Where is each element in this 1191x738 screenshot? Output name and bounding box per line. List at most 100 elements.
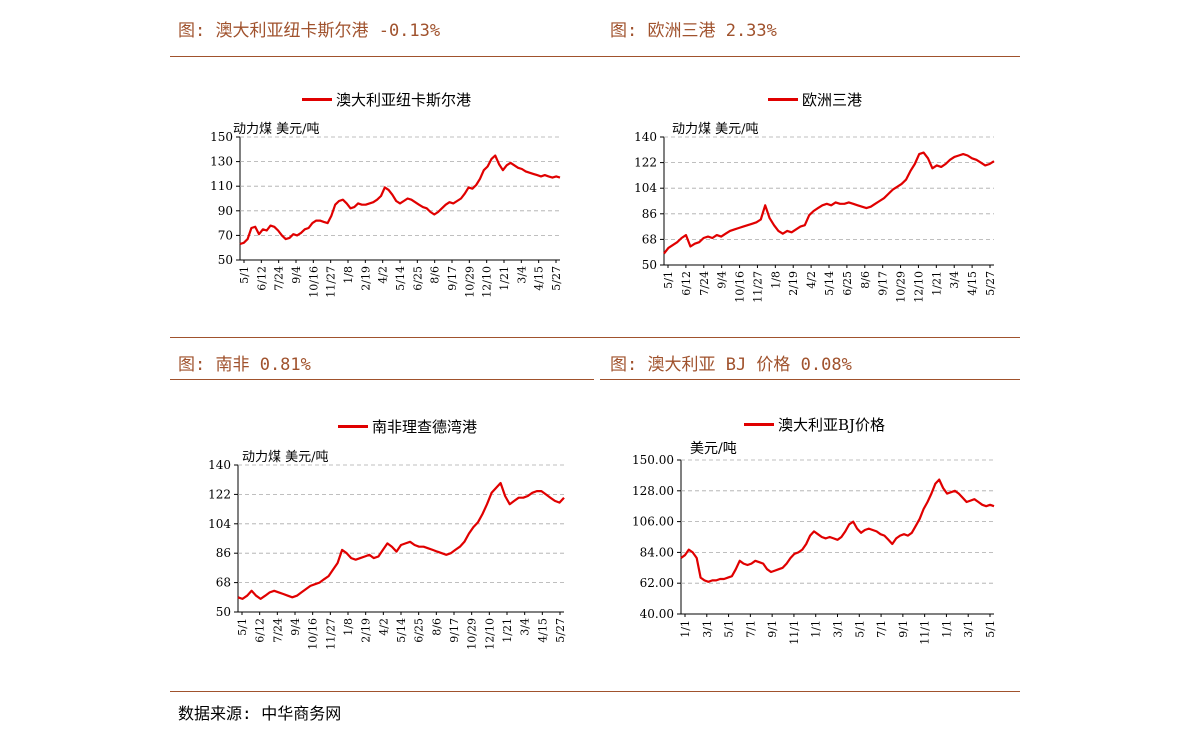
series-line xyxy=(663,151,995,255)
legend-swatch xyxy=(744,423,774,426)
x-tick-label: 5/27 xyxy=(550,266,563,291)
y-tick-label: 122 xyxy=(634,156,657,170)
y-tick-label: 130 xyxy=(210,155,233,169)
x-tick-label: 5/1 xyxy=(236,618,249,636)
y-tick-label: 104 xyxy=(634,181,657,195)
x-tick-label: 10/29 xyxy=(463,266,476,298)
y-tick-label: 150 xyxy=(210,130,233,144)
x-tick-label: 1/8 xyxy=(342,618,355,636)
x-tick-label: 8/6 xyxy=(430,618,443,636)
y-tick-label: 86 xyxy=(642,207,657,221)
x-tick-label: 4/15 xyxy=(966,271,979,296)
x-tick-label: 9/1 xyxy=(897,620,910,638)
y-tick-label: 150.00 xyxy=(632,453,674,467)
caption-south-africa: 图: 南非 0.81% xyxy=(178,355,311,375)
series-line xyxy=(239,154,561,246)
caption-newcastle: 图: 澳大利亚纽卡斯尔港 -0.13% xyxy=(178,21,441,41)
x-tick-label: 1/21 xyxy=(501,618,514,643)
x-tick-label: 10/29 xyxy=(466,618,479,650)
x-tick-label: 3/4 xyxy=(515,266,528,284)
x-tick-label: 6/25 xyxy=(411,266,424,291)
y-tick-label: 106.00 xyxy=(632,515,674,529)
x-tick-label: 4/2 xyxy=(377,266,390,284)
caption-divider xyxy=(170,337,1020,338)
chart2-legend: 欧洲三港 xyxy=(768,89,862,110)
x-tick-label: 9/4 xyxy=(716,271,729,289)
x-tick-label: 11/1 xyxy=(919,620,932,645)
x-tick-label: 8/6 xyxy=(429,266,442,284)
y-tick-label: 50 xyxy=(216,605,231,619)
x-tick-label: 5/27 xyxy=(554,618,567,643)
x-tick-label: 6/12 xyxy=(254,618,267,643)
chart3-ylabel: 动力煤 美元/吨 xyxy=(242,450,329,465)
x-tick-label: 11/27 xyxy=(751,271,764,303)
x-tick-label: 6/12 xyxy=(255,266,268,291)
y-tick-label: 140 xyxy=(208,458,231,472)
x-tick-label: 11/1 xyxy=(788,620,801,645)
y-tick-label: 90 xyxy=(218,204,233,218)
source-note: 数据来源: 中华商务网 xyxy=(178,704,342,723)
legend-swatch xyxy=(338,425,368,428)
legend-label: 澳大利亚BJ价格 xyxy=(778,416,886,434)
x-tick-label: 5/1 xyxy=(238,266,251,284)
legend-swatch xyxy=(768,98,798,101)
x-tick-label: 10/16 xyxy=(307,266,320,298)
legend-label: 澳大利亚纽卡斯尔港 xyxy=(336,91,472,109)
x-tick-label: 4/2 xyxy=(805,271,818,289)
x-tick-label: 6/25 xyxy=(413,618,426,643)
x-tick-label: 3/4 xyxy=(948,271,961,289)
x-tick-label: 3/4 xyxy=(519,618,532,636)
x-tick-label: 7/24 xyxy=(273,266,286,291)
y-tick-label: 68 xyxy=(216,576,231,590)
x-tick-label: 5/14 xyxy=(394,266,407,291)
x-tick-label: 12/10 xyxy=(481,266,494,298)
x-tick-label: 4/15 xyxy=(536,618,549,643)
chart1-legend: 澳大利亚纽卡斯尔港 xyxy=(302,89,471,110)
chart-svg: 50 68 86 104 122 140 5/1 6/12 7/24 9/4 10/16 11/27 1… xyxy=(208,458,567,650)
y-tick-label: 122 xyxy=(208,487,231,501)
x-tick-label: 9/4 xyxy=(290,266,303,284)
x-tick-label: 9/17 xyxy=(446,266,459,291)
y-tick-label: 70 xyxy=(218,228,233,242)
x-tick-label: 5/1 xyxy=(853,620,866,638)
y-tick-label: 104 xyxy=(208,517,231,531)
x-tick-label: 12/10 xyxy=(483,618,496,650)
chart4-legend: 澳大利亚BJ价格 xyxy=(744,414,885,435)
x-tick-label: 1/8 xyxy=(769,271,782,289)
x-tick-label: 11/27 xyxy=(325,266,338,298)
chart-svg: 40.00 62.00 84.00 106.00 128.00 150.00 1/1 3/1 5… xyxy=(632,453,997,645)
legend-swatch xyxy=(302,98,332,101)
x-tick-label: 1/1 xyxy=(679,620,692,638)
series-line xyxy=(237,481,565,600)
chart2-ylabel: 动力煤 美元/吨 xyxy=(672,122,759,137)
x-tick-label: 5/1 xyxy=(662,271,675,289)
x-tick-label: 4/15 xyxy=(533,266,546,291)
y-tick-label: 110 xyxy=(210,179,233,193)
x-tick-label: 3/1 xyxy=(701,620,714,638)
x-tick-label: 3/1 xyxy=(962,620,975,638)
x-tick-label: 5/14 xyxy=(823,271,836,296)
x-tick-label: 1/1 xyxy=(940,620,953,638)
y-tick-label: 50 xyxy=(642,258,657,272)
legend-label: 欧洲三港 xyxy=(802,91,863,109)
x-tick-label: 9/4 xyxy=(289,618,302,636)
chart3-legend: 南非理查德湾港 xyxy=(338,416,477,437)
chart-svg: 50 70 90 110 130 150 5/1 6/12 7/24 9/4 10/16 11/27 1… xyxy=(210,130,563,298)
x-tick-label: 4/2 xyxy=(377,618,390,636)
chart4-ylabel: 美元/吨 xyxy=(690,441,737,457)
x-tick-label: 8/6 xyxy=(859,271,872,289)
y-tick-label: 128.00 xyxy=(632,484,674,498)
x-tick-label: 6/12 xyxy=(680,271,693,296)
x-tick-label: 3/1 xyxy=(832,620,845,638)
x-tick-label: 1/8 xyxy=(342,266,355,284)
y-tick-label: 68 xyxy=(642,232,657,246)
x-tick-label: 11/27 xyxy=(324,618,337,650)
chart4: 40.00 62.00 84.00 106.00 128.00 150.00 1/1 3/1 5… xyxy=(632,453,997,645)
x-tick-label: 9/1 xyxy=(766,620,779,638)
x-tick-label: 10/29 xyxy=(895,271,908,303)
x-tick-label: 5/1 xyxy=(723,620,736,638)
footer-divider xyxy=(170,691,1020,692)
x-tick-label: 7/24 xyxy=(271,618,284,643)
chart3: 50 68 86 104 122 140 5/1 6/12 7/24 9/4 10/16 11/27 1… xyxy=(208,458,567,650)
x-tick-label: 9/17 xyxy=(877,271,890,296)
